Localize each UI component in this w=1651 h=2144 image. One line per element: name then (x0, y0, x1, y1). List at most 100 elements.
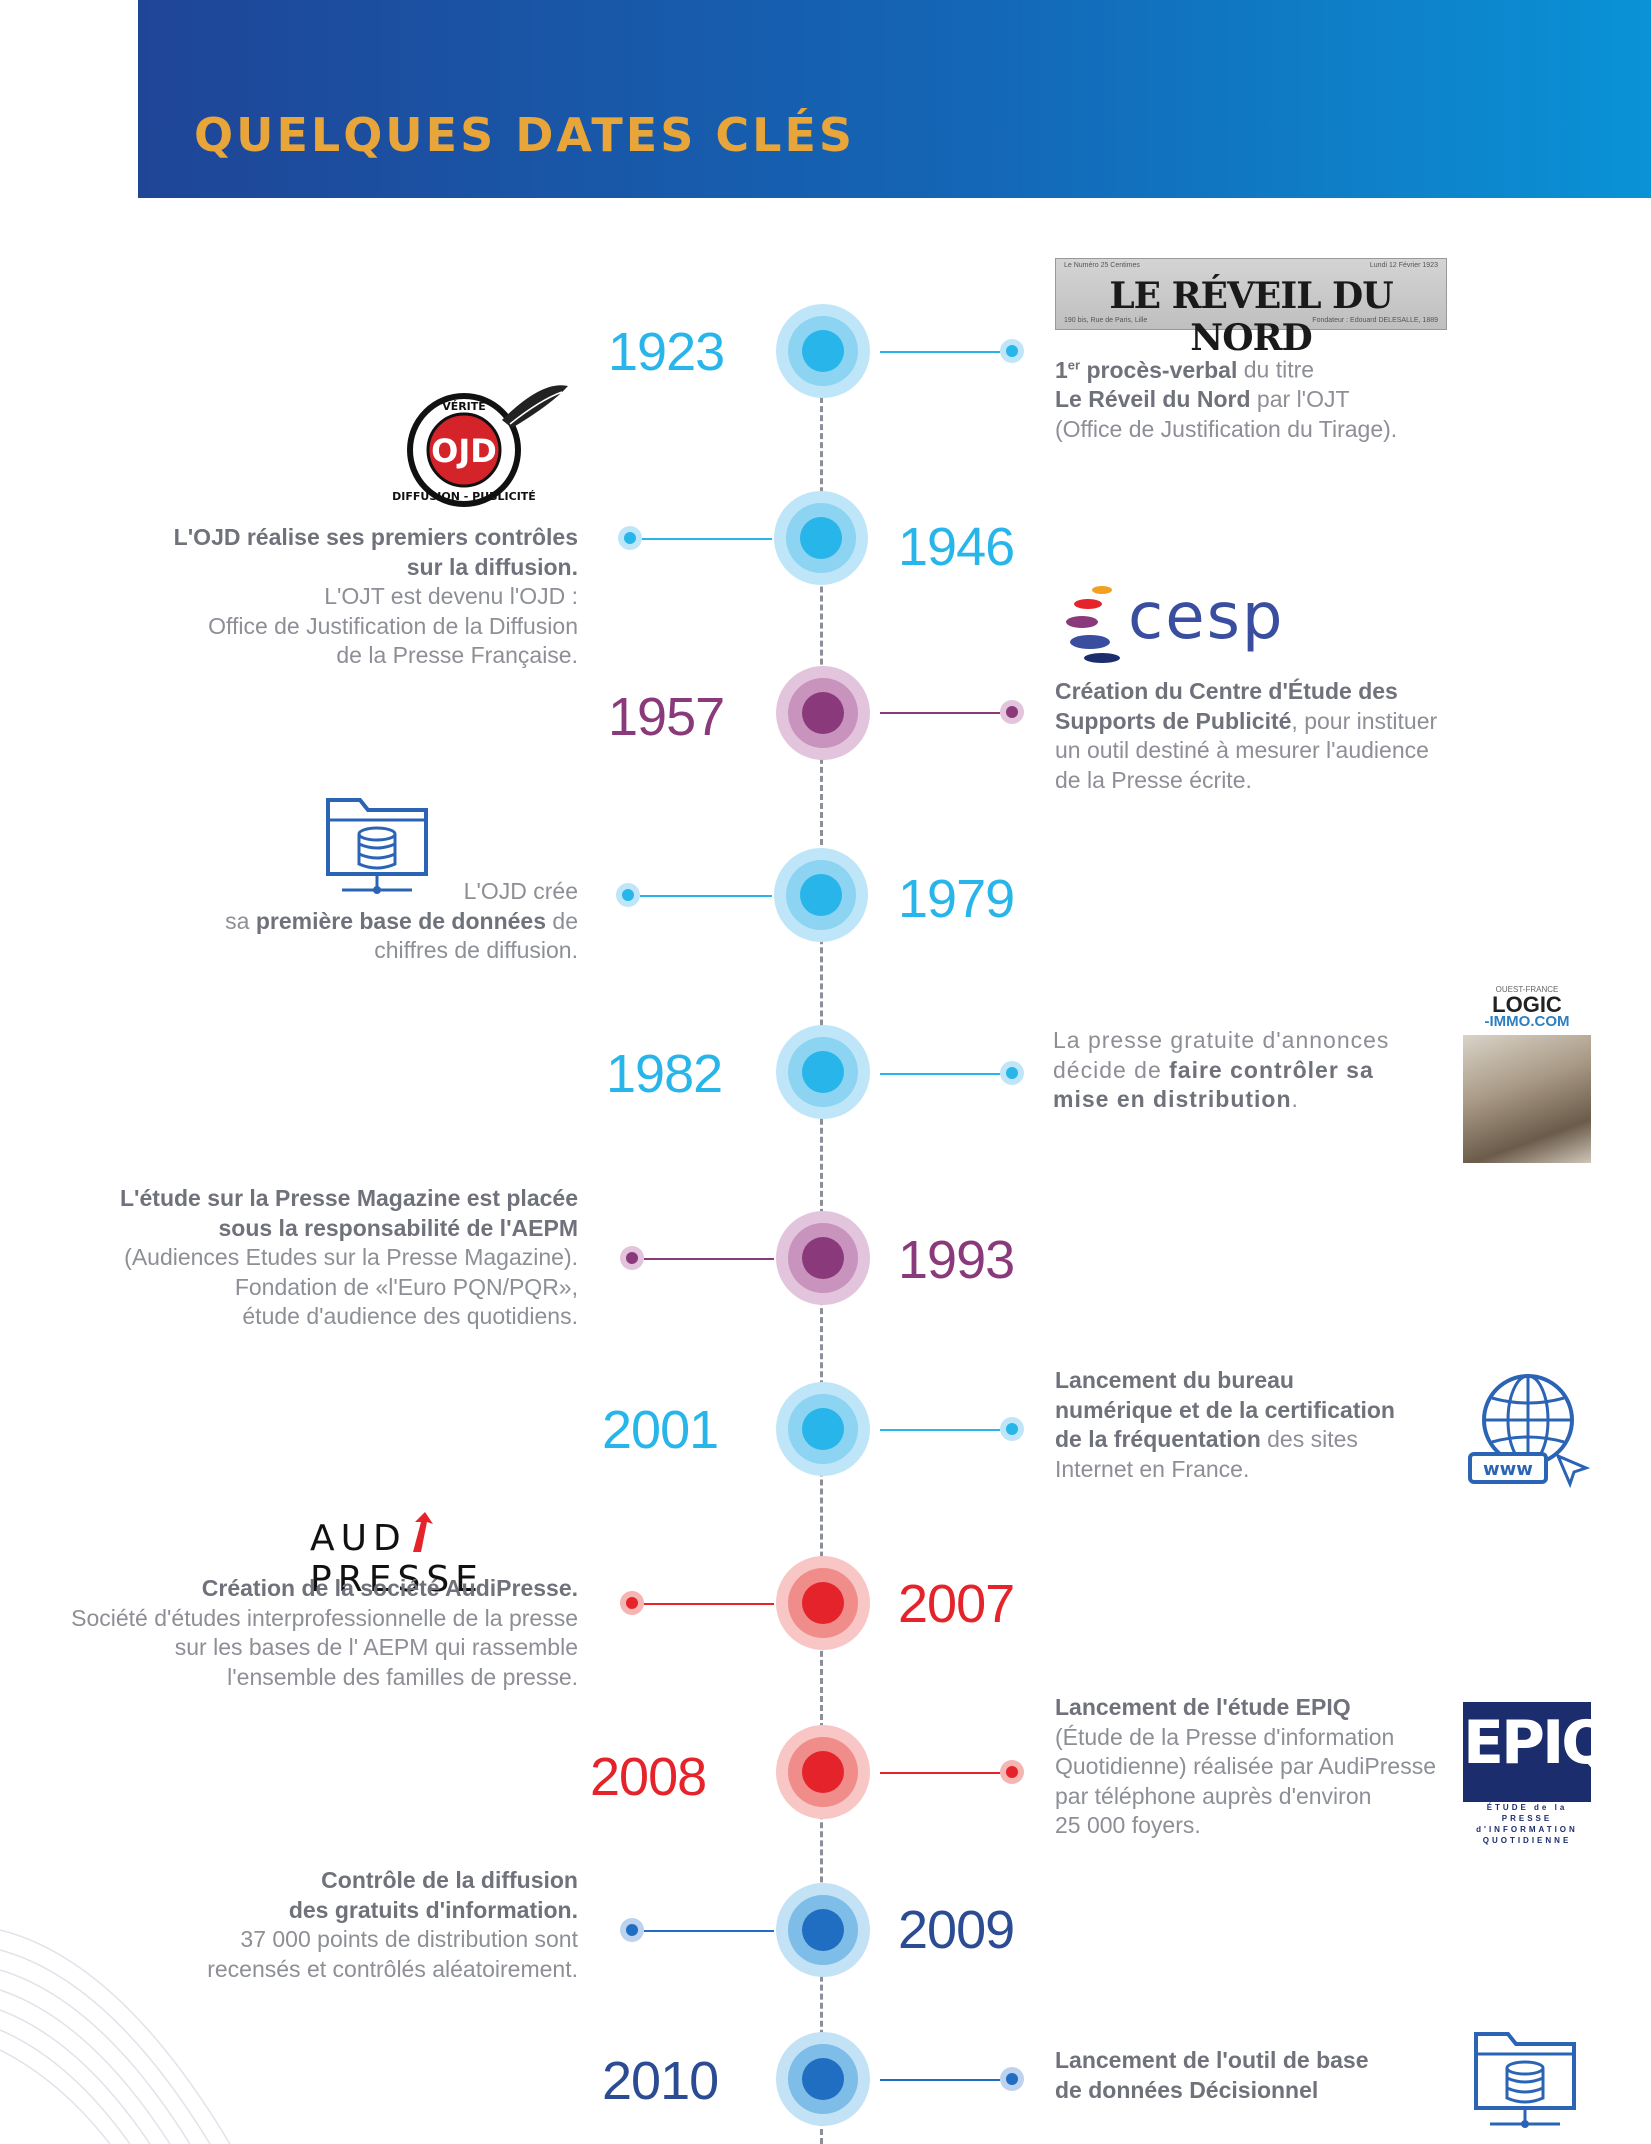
header-banner: QUELQUES DATES CLÉS (138, 0, 1651, 198)
reveil-small-left: Le Numéro 25 Centimes (1064, 262, 1140, 269)
connector-dot-2010 (1000, 2067, 1024, 2091)
e2001-line3-rest: des sites (1260, 1426, 1358, 1452)
e1982-line3-bold: mise en distribution (1053, 1086, 1292, 1112)
logic-masthead: OUEST-FRANCE LOGIC -IMMO.COM (1463, 983, 1591, 1035)
cesp-logo: cesp (1128, 580, 1285, 654)
e1993-line4: Fondation de «l'Euro PQN/PQR», (234, 1273, 578, 1300)
database-folder-icon (326, 798, 428, 894)
logic-line3: -IMMO.COM (1484, 1013, 1570, 1030)
connector-1993 (644, 1258, 774, 1260)
year-2001: 2001 (602, 1400, 719, 1460)
e1923-pre: 1 (1055, 356, 1068, 383)
e1979-line2-pre: sa (225, 907, 256, 934)
e1982-line3-rest: . (1291, 1086, 1299, 1112)
www-globe-icon: www (1468, 1374, 1591, 1489)
e1957-line3: un outil destiné à mesurer l'audience (1055, 737, 1429, 763)
e2009-line1: Contrôle de la diffusion (321, 1867, 578, 1893)
page-title: QUELQUES DATES CLÉS (194, 108, 855, 162)
e1979-line2-rest: de (546, 907, 578, 934)
timeline-node-2001 (776, 1382, 870, 1476)
e1923-line3: (Office de Justification du Tirage). (1055, 415, 1398, 442)
ojd-mark: OJD (431, 432, 497, 470)
connector-2009 (644, 1930, 774, 1932)
year-1957: 1957 (608, 687, 725, 747)
audipresse-logo: AUDPRESSE (310, 1512, 580, 1600)
e2001-line4: Internet en France. (1055, 1455, 1250, 1482)
e2009-line2: des gratuits d'information. (288, 1896, 578, 1923)
timeline-node-2009 (776, 1883, 870, 1977)
audipresse-arrow-icon (412, 1512, 433, 1552)
e1946-line3: L'OJT est devenu l'OJD : (324, 583, 578, 609)
e1982-line1: La presse gratuite d'annonces (1053, 1027, 1390, 1053)
ojd-ring-bottom: DIFFUSION - PUBLICITÉ (392, 490, 536, 503)
e1993-line1: L'étude sur la Presse Magazine est placé… (119, 1185, 578, 1211)
connector-dot-1957 (1000, 700, 1024, 724)
event-text-2009: Contrôle de la diffusion des gratuits d'… (207, 1866, 578, 1984)
connector-2007 (644, 1603, 774, 1605)
logic-line2: LOGIC (1492, 992, 1562, 1017)
decorative-lines (0, 1929, 231, 2144)
event-text-2008: Lancement de l'étude EPIQ (Étude de la P… (1055, 1693, 1436, 1841)
e2008-line4: par téléphone auprès d'environ (1055, 1782, 1372, 1809)
e2010-line2: de données Décisionnel (1055, 2076, 1319, 2103)
reveil-du-nord-logo: Le Numéro 25 Centimes Lundi 12 Février 1… (1055, 258, 1447, 359)
year-2010: 2010 (602, 2051, 719, 2111)
connector-dot-1946 (618, 526, 642, 550)
timeline-node-1923 (776, 304, 870, 398)
timeline-node-1957 (776, 666, 870, 760)
timeline-node-1982 (776, 1025, 870, 1119)
e2008-line5: 25 000 foyers. (1055, 1812, 1201, 1838)
e1993-line3: (Audiences Etudes sur la Presse Magazine… (124, 1244, 578, 1270)
e2007-line4: l'ensemble des familles de presse. (227, 1663, 578, 1690)
e1957-line2-bold: Supports de Publicité (1055, 707, 1292, 734)
connector-dot-1979 (616, 883, 640, 907)
reveil-name: LE RÉVEIL DU NORD (1109, 275, 1393, 359)
connector-1957 (880, 712, 1000, 714)
logic-line1: OUEST-FRANCE (1495, 985, 1559, 994)
reveil-small-left2: 190 bis, Rue de Paris, Lille (1064, 317, 1148, 324)
e1923-line2-rest: par l'OJT (1250, 386, 1350, 413)
e1923-bold: procès-verbal (1080, 356, 1238, 383)
e1923-sup: er (1067, 357, 1081, 372)
logic-immo-magazine-cover: OUEST-FRANCE LOGIC -IMMO.COM (1463, 983, 1591, 1163)
e1946-line1: L'OJD réalise ses premiers contrôles (173, 524, 578, 550)
year-1946: 1946 (898, 517, 1015, 577)
year-1993: 1993 (898, 1230, 1015, 1290)
connector-dot-2001 (1000, 1417, 1024, 1441)
connector-dot-2009 (620, 1918, 644, 1942)
timeline-node-2008 (776, 1725, 870, 1819)
e1979-line2-bold: première base de données (255, 907, 547, 934)
e2010-line1: Lancement de l'outil de base (1055, 2047, 1369, 2073)
audipresse-right: PRESSE (310, 1559, 484, 1600)
connector-2001 (880, 1429, 1000, 1431)
timeline-node-1979 (774, 848, 868, 942)
e1979-line1: L'OJD crée (463, 878, 578, 904)
reveil-small-right: Lundi 12 Février 1923 (1369, 262, 1438, 269)
event-text-1957: Création du Centre d'Étude des Supports … (1055, 677, 1437, 795)
connector-1923 (880, 351, 1000, 353)
e2009-line3: 37 000 points de distribution sont (240, 1926, 578, 1952)
connector-2010 (880, 2079, 1000, 2081)
epiq-sub2: d'INFORMATION (1476, 1825, 1578, 1834)
event-text-1946: L'OJD réalise ses premiers contrôles sur… (174, 523, 578, 671)
year-1923: 1923 (608, 322, 725, 382)
e1993-line5: étude d'audience des quotidiens. (242, 1303, 578, 1329)
www-label: www (1483, 1459, 1533, 1480)
e2007-line2: Société d'études interprofessionnelle de… (71, 1604, 578, 1631)
event-text-1982: La presse gratuite d'annonces décide de … (1053, 1026, 1389, 1115)
year-2008: 2008 (590, 1747, 707, 1807)
event-text-1979: L'OJD crée sa première base de données d… (225, 877, 578, 966)
e1982-line2-pre: décide de (1053, 1056, 1170, 1083)
epiq-subtitle: ÉTUDE de la PRESSE d'INFORMATION QUOTIDI… (1463, 1802, 1591, 1845)
connector-dot-1923 (1000, 339, 1024, 363)
timeline-node-1993 (776, 1211, 870, 1305)
connector-dot-2008 (1000, 1760, 1024, 1784)
e1979-line3: chiffres de diffusion. (374, 937, 578, 963)
e1946-line4: Office de Justification de la Diffusion (208, 612, 578, 639)
e2001-line1: Lancement du bureau (1055, 1367, 1294, 1393)
event-text-2001: Lancement du bureau numérique et de la c… (1055, 1366, 1395, 1484)
ojd-ring-top: VÉRITÉ (442, 400, 486, 413)
event-text-1923: 1er procès-verbal du titre Le Réveil du … (1055, 350, 1397, 444)
connector-dot-1982 (1000, 1061, 1024, 1085)
e1923-line2-bold: Le Réveil du Nord (1055, 386, 1251, 413)
